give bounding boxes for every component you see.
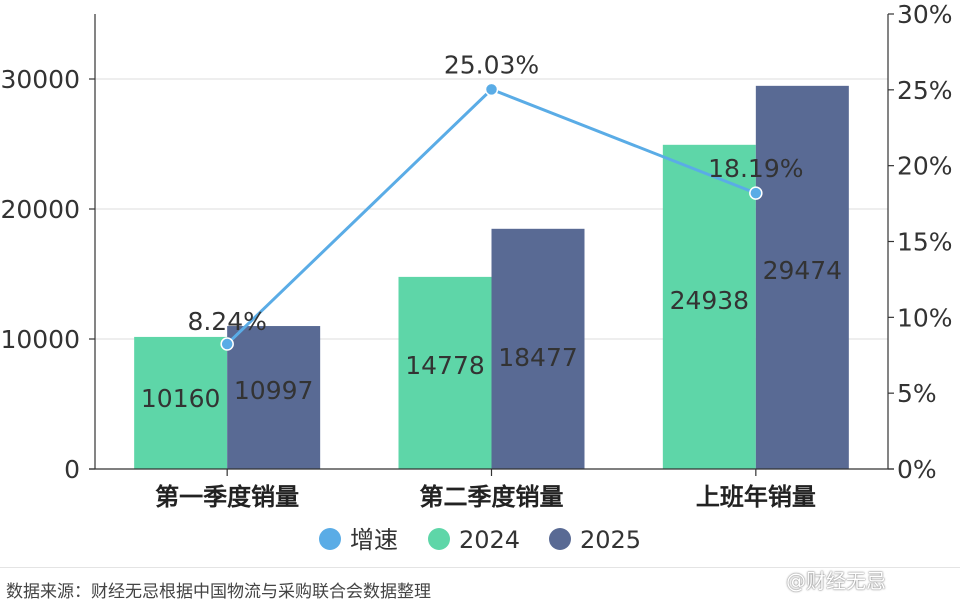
bar-2025 xyxy=(491,228,585,469)
y-left-tick-label: 30000 xyxy=(0,65,80,94)
bar-2024 xyxy=(662,144,756,469)
bar-2024 xyxy=(398,276,492,469)
x-tick-label: 第一季度销量 xyxy=(155,483,299,511)
y-right-tick-label: 25% xyxy=(897,76,953,105)
y-left-tick-label: 20000 xyxy=(0,195,80,224)
bar-value-label: 29474 xyxy=(763,256,843,285)
line-value-label: 18.19% xyxy=(708,154,803,183)
y-right-tick-label: 15% xyxy=(897,228,953,257)
x-tick-label: 第二季度销量 xyxy=(420,483,564,511)
bar-value-label: 10997 xyxy=(234,376,314,405)
y-left-tick-label: 10000 xyxy=(0,325,80,354)
bar-value-label: 10160 xyxy=(141,384,221,413)
bar-2025 xyxy=(755,85,849,469)
line-point xyxy=(220,337,234,351)
y-right-tick-label: 10% xyxy=(897,303,953,332)
legend-marker xyxy=(549,528,571,550)
line-point xyxy=(749,186,763,200)
bar-value-label: 14778 xyxy=(405,351,485,380)
source-note: 数据来源：财经无忌根据中国物流与采购联合会数据整理 xyxy=(6,582,431,602)
y-right-tick-label: 20% xyxy=(897,152,953,181)
legend-label: 2024 xyxy=(459,526,520,554)
bar-2025 xyxy=(227,326,321,469)
legend-marker xyxy=(428,528,450,550)
bar-2024 xyxy=(134,336,228,469)
line-value-label: 8.24% xyxy=(187,307,266,336)
y-right-tick-label: 30% xyxy=(897,0,953,29)
legend-label: 2025 xyxy=(580,526,641,554)
line-value-label: 25.03% xyxy=(444,50,539,79)
y-right-tick-label: 5% xyxy=(897,379,937,408)
combo-chart: 0 10000 20000 30000 0% 5% 10% 15% 20% 25% 30% 10160… xyxy=(0,0,953,554)
bar-value-label: 18477 xyxy=(498,343,578,372)
divider xyxy=(0,567,960,568)
line-point xyxy=(484,82,499,97)
legend-label: 增速 xyxy=(350,526,398,554)
x-tick-label: 上班年销量 xyxy=(696,483,816,511)
watermark: @财经无忌 xyxy=(786,569,886,593)
legend-marker xyxy=(319,528,341,550)
y-left-tick-label: 0 xyxy=(64,455,80,484)
bar-value-label: 24938 xyxy=(670,286,750,315)
y-right-tick-label: 0% xyxy=(897,455,937,484)
